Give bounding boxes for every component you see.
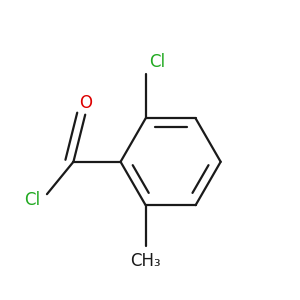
Text: CH₃: CH₃ [130, 252, 161, 270]
Text: O: O [79, 94, 92, 112]
Text: Cl: Cl [24, 191, 40, 209]
Text: Cl: Cl [149, 53, 165, 71]
